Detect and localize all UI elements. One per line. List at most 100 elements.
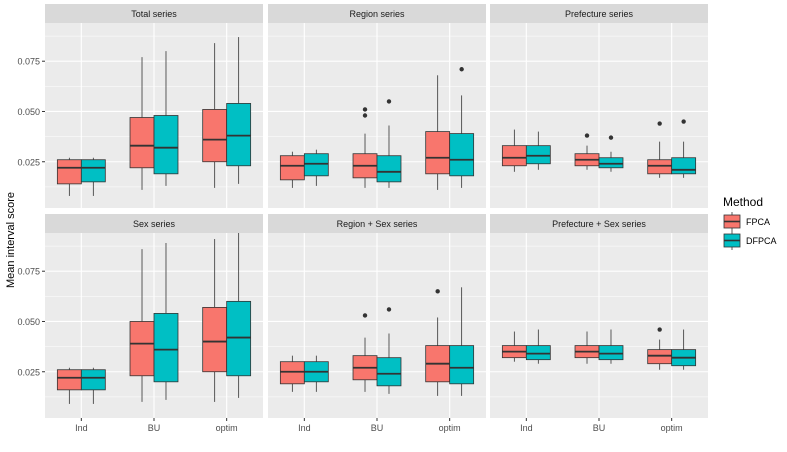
x-tick-label: Ind — [520, 423, 533, 433]
y-tick-label: 0.050 — [17, 317, 40, 327]
y-tick-label: 0.025 — [17, 367, 40, 377]
legend-title: Method — [723, 195, 763, 209]
box-iqr — [202, 109, 228, 163]
facet-title: Prefecture series — [565, 9, 634, 19]
box-iqr — [671, 157, 697, 175]
boxplot-fpca — [425, 289, 451, 396]
facet-panel: Region + Sex series Ind BU optim — [268, 214, 486, 433]
box-iqr — [598, 345, 624, 361]
boxplot-dfpca — [598, 329, 624, 364]
boxplot-dfpca — [449, 67, 475, 188]
y-tick-label: 0.075 — [17, 57, 40, 67]
facet-strip — [490, 4, 708, 23]
outlier-point — [681, 119, 686, 124]
facet-strip — [45, 4, 263, 23]
box-iqr — [525, 145, 551, 165]
boxplot-dfpca — [303, 355, 329, 392]
x-tick-label: BU — [148, 423, 161, 433]
box-iqr — [129, 117, 155, 169]
outlier-point — [657, 121, 662, 126]
x-tick-label: optim — [439, 423, 461, 433]
boxplot-fpca — [352, 107, 378, 188]
facet-panel: Prefecture series — [490, 4, 708, 208]
boxplot-fpca — [56, 367, 82, 404]
box-iqr — [376, 357, 402, 387]
outlier-point — [362, 313, 368, 318]
box-iqr — [202, 307, 228, 373]
y-tick-label: 0.075 — [17, 267, 40, 277]
y-tick-label: 0.025 — [17, 157, 40, 167]
boxplot-dfpca — [525, 131, 551, 170]
facet-strip — [490, 214, 708, 233]
boxplot-dfpca — [376, 99, 402, 188]
box-iqr — [153, 115, 179, 175]
boxplot-dfpca — [226, 37, 252, 184]
facet-title: Region + Sex series — [337, 219, 418, 229]
box-iqr — [647, 349, 673, 365]
boxplot-dfpca — [303, 149, 329, 186]
boxplot-dfpca — [671, 119, 697, 178]
boxplot-dfpca — [598, 135, 624, 172]
box-iqr — [525, 345, 551, 361]
facet-title: Prefecture + Sex series — [552, 219, 646, 229]
boxplot-dfpca — [525, 329, 551, 364]
facet-title: Region series — [349, 9, 405, 19]
facet-panel: Prefecture + Sex series Ind BU optim — [490, 214, 708, 433]
x-tick-label: BU — [593, 423, 606, 433]
outlier-point — [608, 135, 614, 140]
boxplot-dfpca — [80, 157, 106, 196]
boxplot-fpca — [647, 327, 673, 370]
outlier-point — [386, 99, 392, 104]
boxplot-dfpca — [226, 233, 252, 398]
box-iqr — [425, 131, 451, 175]
y-axis-label: Mean interval score — [5, 192, 17, 288]
facet-title: Total series — [131, 9, 177, 19]
outlier-point — [362, 113, 368, 118]
box-iqr — [598, 157, 624, 169]
outlier-point — [362, 107, 368, 112]
boxplot-fpca — [574, 133, 600, 170]
outlier-point — [435, 289, 440, 294]
boxplot-fpca — [279, 355, 305, 392]
boxplot-dfpca — [80, 367, 106, 404]
box-iqr — [501, 145, 527, 167]
box-iqr — [279, 361, 305, 385]
facet-panel: Total series 0.025 0.050 0.075 — [17, 4, 263, 208]
box-iqr — [303, 153, 329, 177]
facet-panel: Region series — [268, 4, 486, 208]
facet-strip — [268, 4, 486, 23]
box-iqr — [449, 345, 475, 385]
box-iqr — [647, 159, 673, 175]
box-iqr — [56, 369, 82, 391]
boxplot-fpca — [352, 313, 378, 392]
legend: Method FPCA DFPCA — [723, 195, 777, 250]
facet-panel: Sex series 0.025 0.050 0.075 Ind BU optim — [17, 214, 263, 433]
outlier-point — [386, 307, 392, 312]
boxplot-dfpca — [376, 307, 402, 394]
box-iqr — [153, 313, 179, 383]
y-tick-label: 0.050 — [17, 107, 40, 117]
x-tick-label: optim — [661, 423, 683, 433]
outlier-point — [657, 327, 662, 332]
x-tick-label: Ind — [75, 423, 88, 433]
box-iqr — [226, 300, 252, 377]
x-tick-label: Ind — [298, 423, 311, 433]
boxplot-fpca — [425, 75, 451, 190]
outlier-point — [459, 67, 464, 72]
boxplot-fpca — [129, 57, 155, 190]
box-iqr — [80, 159, 106, 183]
boxplot-dfpca — [671, 329, 697, 370]
legend-label: FPCA — [746, 217, 770, 227]
facet-strip — [268, 214, 486, 233]
outlier-point — [584, 133, 590, 138]
boxplot-fpca — [202, 43, 228, 188]
facet-panels: Total series 0.025 0.050 0.075 Region series… — [17, 4, 708, 433]
box-iqr — [56, 159, 82, 185]
boxplot-dfpca — [449, 287, 475, 396]
boxplot-dfpca — [153, 51, 179, 186]
boxplot-fpca — [202, 239, 228, 402]
box-iqr — [449, 133, 475, 177]
x-tick-label: BU — [371, 423, 384, 433]
boxplot-fpca — [129, 249, 155, 402]
